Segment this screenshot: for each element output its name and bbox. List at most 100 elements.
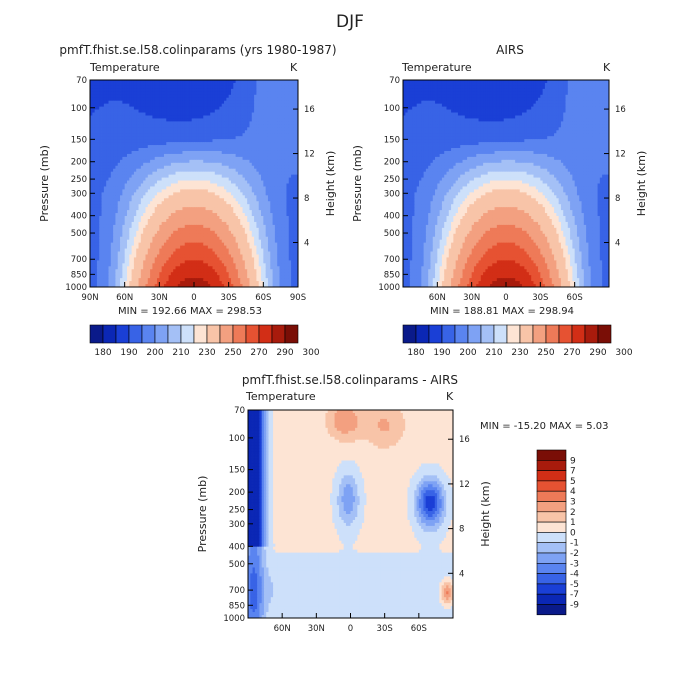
contour-cell — [231, 181, 234, 184]
contour-cell — [136, 80, 139, 83]
contour-cell — [284, 136, 287, 139]
contour-cell — [268, 222, 271, 225]
contour-cell — [256, 115, 259, 118]
contour-cell — [102, 172, 105, 175]
contour-cell — [129, 222, 132, 225]
contour-cell — [252, 207, 255, 210]
contour-cell — [263, 189, 266, 192]
contour-cell — [203, 92, 206, 95]
contour-cell — [141, 201, 144, 204]
contour-cell — [159, 115, 162, 118]
contour-cell — [249, 219, 252, 222]
contour-cell — [238, 157, 241, 160]
contour-cell — [92, 92, 95, 95]
contour-cell — [282, 115, 285, 118]
contour-cell — [108, 89, 111, 92]
contour-cell — [178, 101, 181, 104]
contour-cell — [102, 121, 105, 124]
contour-cell — [171, 145, 174, 148]
contour-cell — [134, 145, 137, 148]
contour-cell — [217, 107, 220, 110]
contour-cell — [95, 130, 98, 133]
contour-cell — [199, 86, 202, 89]
contour-cell — [273, 89, 276, 92]
contour-cell — [118, 163, 121, 166]
contour-cell — [284, 210, 287, 213]
contour-cell — [159, 240, 162, 243]
contour-cell — [219, 186, 222, 189]
contour-cell — [243, 231, 246, 234]
contour-cell — [212, 231, 215, 234]
contour-cell — [275, 201, 278, 204]
contour-cell — [139, 127, 142, 130]
contour-cell — [201, 89, 204, 92]
contour-cell — [171, 222, 174, 225]
contour-cell — [129, 237, 132, 240]
contour-cell — [252, 95, 255, 98]
contour-cell — [134, 86, 137, 89]
contour-cell — [286, 151, 289, 154]
contour-cell — [243, 175, 246, 178]
contour-cell — [92, 240, 95, 243]
contour-cell — [132, 172, 135, 175]
contour-cell — [226, 113, 229, 116]
contour-cell — [206, 115, 209, 118]
contour-cell — [240, 192, 243, 195]
contour-cell — [136, 240, 139, 243]
contour-cell — [134, 127, 137, 130]
contour-cell — [95, 127, 98, 130]
contour-cell — [106, 163, 109, 166]
contour-cell — [122, 169, 125, 172]
contour-cell — [273, 113, 276, 116]
contour-cell — [206, 136, 209, 139]
contour-cell — [115, 169, 118, 172]
contour-cell — [291, 207, 294, 210]
contour-cell — [187, 148, 190, 151]
contour-cell — [115, 219, 118, 222]
contour-cell — [122, 195, 125, 198]
contour-cell — [275, 189, 278, 192]
contour-cell — [231, 225, 234, 228]
contour-cell — [102, 240, 105, 243]
contour-cell — [208, 89, 211, 92]
contour-cell — [240, 237, 243, 240]
contour-cell — [185, 121, 188, 124]
contour-cell — [263, 83, 266, 86]
contour-cell — [145, 130, 148, 133]
contour-cell — [291, 172, 294, 175]
contour-cell — [145, 139, 148, 142]
contour-cell — [247, 207, 250, 210]
contour-cell — [256, 118, 259, 121]
contour-cell — [284, 184, 287, 187]
contour-cell — [106, 192, 109, 195]
contour-cell — [102, 101, 105, 104]
contour-cell — [139, 243, 142, 246]
contour-cell — [157, 89, 160, 92]
contour-cell — [196, 219, 199, 222]
contour-cell — [243, 133, 246, 136]
contour-cell — [127, 145, 130, 148]
contour-cell — [293, 213, 296, 216]
contour-cell — [120, 172, 123, 175]
contour-cell — [102, 192, 105, 195]
contour-cell — [263, 80, 266, 83]
contour-cell — [284, 225, 287, 228]
contour-cell — [115, 210, 118, 213]
contour-cell — [280, 219, 283, 222]
contour-cell — [150, 237, 153, 240]
contour-cell — [259, 201, 262, 204]
contour-cell — [157, 92, 160, 95]
contour-cell — [243, 169, 246, 172]
contour-cell — [284, 133, 287, 136]
contour-cell — [224, 136, 227, 139]
contour-cell — [143, 98, 146, 101]
contour-cell — [159, 166, 162, 169]
contour-cell — [245, 184, 248, 187]
contour-cell — [115, 110, 118, 113]
contour-cell — [155, 163, 158, 166]
contour-cell — [233, 80, 236, 83]
contour-cell — [171, 80, 174, 83]
contour-cell — [187, 92, 190, 95]
contour-cell — [145, 186, 148, 189]
contour-cell — [247, 121, 250, 124]
